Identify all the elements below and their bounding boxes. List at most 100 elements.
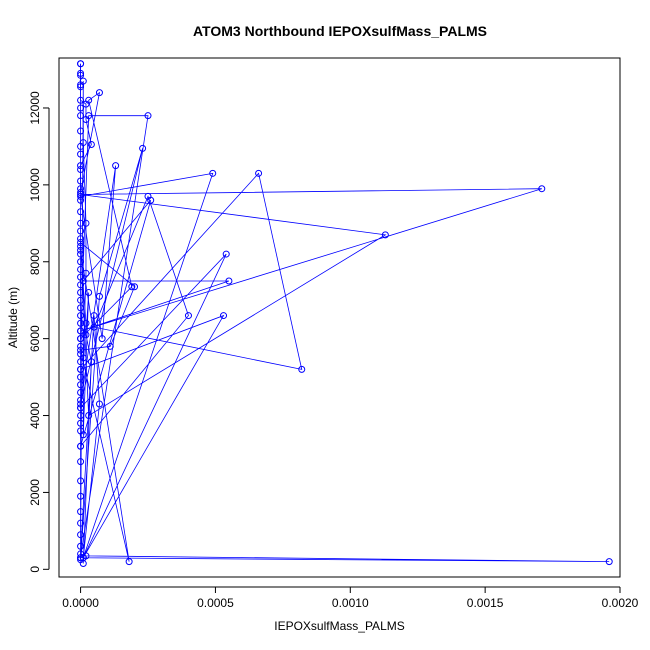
x-axis: 0.0000 0.0005 0.0010 0.0015 0.0020 [62, 586, 639, 610]
x-tick-label: 0.0020 [602, 596, 639, 610]
data-point [77, 273, 85, 281]
data-point [95, 89, 103, 97]
data-point [77, 289, 85, 297]
y-axis-label: Altitude (m) [6, 287, 20, 348]
data-point [77, 442, 85, 450]
data-point [77, 312, 85, 320]
data-point [147, 196, 155, 204]
data-point [77, 150, 85, 158]
data-point [605, 558, 613, 566]
data-point [184, 312, 192, 320]
data-point [82, 331, 90, 339]
data-point [79, 77, 87, 85]
series-line-1 [80, 63, 610, 563]
data-point [298, 365, 306, 373]
data-point [85, 96, 93, 104]
x-tick-label: 0.0000 [62, 596, 99, 610]
data-point [77, 242, 85, 250]
data-point [79, 354, 87, 362]
data-point [77, 112, 85, 120]
data-point [77, 227, 85, 235]
series-line-2 [80, 63, 92, 564]
data-point [77, 373, 85, 381]
data-point [77, 458, 85, 466]
x-tick-label: 0.0005 [197, 596, 234, 610]
data-point [77, 388, 85, 396]
data-point [77, 531, 85, 539]
data-point [77, 412, 85, 420]
data-point [77, 177, 85, 185]
data-point [220, 312, 228, 320]
x-axis-label: IEPOXsulfMass_PALMS [274, 619, 405, 633]
data-point [209, 169, 217, 177]
data-point [77, 219, 85, 227]
data-point [125, 558, 133, 566]
data-point [77, 208, 85, 216]
data-point [77, 381, 85, 389]
series-layer [77, 60, 613, 568]
data-point [112, 162, 120, 170]
data-point [77, 127, 85, 135]
data-point [90, 312, 98, 320]
data-point [87, 141, 95, 148]
data-point [77, 342, 85, 350]
data-point [144, 112, 152, 120]
data-point [77, 492, 85, 500]
data-point [538, 185, 546, 193]
data-point [95, 400, 103, 408]
data-point [77, 69, 85, 77]
data-point [77, 396, 85, 404]
data-point [77, 250, 85, 258]
data-point [222, 250, 230, 258]
y-tick-label: 8000 [28, 248, 42, 275]
data-point [85, 289, 93, 297]
data-point [77, 508, 85, 516]
data-point [77, 165, 85, 173]
data-point [77, 304, 85, 312]
data-point [79, 139, 87, 147]
data-point [225, 277, 233, 285]
data-point [98, 335, 106, 343]
data-point [128, 283, 136, 291]
data-point [82, 269, 90, 277]
data-point [106, 342, 114, 350]
data-point [77, 281, 85, 289]
data-point [131, 283, 139, 291]
y-tick-label: 0 [28, 566, 42, 573]
plot-frame [58, 57, 621, 578]
y-tick-label: 12000 [28, 91, 42, 125]
data-point [77, 258, 85, 266]
data-point [77, 319, 85, 327]
data-point [77, 327, 85, 335]
data-point [77, 365, 85, 373]
y-tick-label: 6000 [28, 325, 42, 352]
data-point [77, 235, 85, 243]
data-point [85, 112, 93, 120]
data-point [77, 542, 85, 550]
y-axis: 0 2000 4000 6000 8000 10000 12000 [28, 91, 50, 573]
data-point [82, 219, 90, 227]
y-tick-label: 2000 [28, 479, 42, 506]
y-tick-label: 4000 [28, 402, 42, 429]
data-point [77, 296, 85, 304]
data-point [77, 404, 85, 412]
data-point [90, 323, 98, 331]
y-tick-label: 10000 [28, 168, 42, 202]
data-point [77, 419, 85, 427]
data-point [77, 60, 85, 68]
data-point [79, 560, 87, 568]
data-point [77, 104, 85, 112]
data-point [82, 319, 90, 327]
data-point [77, 265, 85, 273]
data-point [77, 519, 85, 527]
data-point [77, 196, 85, 204]
data-point [87, 358, 95, 366]
data-point [255, 169, 263, 177]
chart-title: ATOM3 Northbound IEPOXsulfMass_PALMS [193, 23, 487, 39]
x-tick-label: 0.0010 [332, 596, 369, 610]
data-point [77, 185, 85, 193]
data-point [381, 231, 389, 239]
data-point [85, 412, 93, 420]
data-point [77, 477, 85, 485]
